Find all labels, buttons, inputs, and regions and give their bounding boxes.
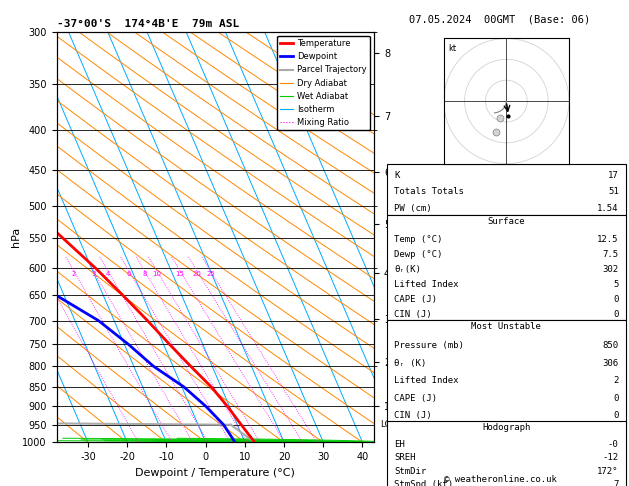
Text: EH: EH [394, 440, 404, 449]
Text: 2: 2 [72, 271, 76, 277]
Text: 25: 25 [206, 271, 214, 277]
Text: CIN (J): CIN (J) [394, 310, 431, 318]
Text: Hodograph: Hodograph [482, 423, 530, 432]
Text: 10: 10 [152, 271, 162, 277]
Text: 5: 5 [613, 280, 619, 289]
Text: 8: 8 [142, 271, 147, 277]
Text: CAPE (J): CAPE (J) [394, 394, 437, 403]
Text: 1.54: 1.54 [597, 204, 619, 213]
Y-axis label: km
ASL: km ASL [393, 228, 415, 246]
Text: 12.5: 12.5 [597, 235, 619, 244]
Text: 7.5: 7.5 [603, 250, 619, 259]
Bar [387, 164, 626, 215]
Text: 172°: 172° [597, 467, 619, 476]
Text: CIN (J): CIN (J) [394, 411, 431, 420]
Text: Pressure (mb): Pressure (mb) [394, 341, 464, 350]
Text: -12: -12 [603, 453, 619, 462]
Text: LCL: LCL [380, 420, 395, 429]
Text: StmSpd (kt): StmSpd (kt) [394, 480, 453, 486]
Text: 0: 0 [613, 411, 619, 420]
Text: -0: -0 [608, 440, 619, 449]
Text: θᵣ (K): θᵣ (K) [394, 359, 426, 368]
Text: Dewp (°C): Dewp (°C) [394, 250, 442, 259]
Text: 51: 51 [608, 188, 619, 196]
Text: Surface: Surface [487, 217, 525, 226]
Text: 0: 0 [613, 310, 619, 318]
Text: Lifted Index: Lifted Index [394, 376, 459, 385]
Bar [387, 320, 626, 423]
Text: PW (cm): PW (cm) [394, 204, 431, 213]
Text: 7: 7 [613, 480, 619, 486]
Text: θᵣ(K): θᵣ(K) [394, 265, 421, 274]
Text: 4: 4 [106, 271, 110, 277]
Text: 2: 2 [613, 376, 619, 385]
Text: SREH: SREH [394, 453, 416, 462]
Text: 3: 3 [91, 271, 96, 277]
Text: 0: 0 [613, 394, 619, 403]
Text: 17: 17 [608, 171, 619, 180]
X-axis label: Dewpoint / Temperature (°C): Dewpoint / Temperature (°C) [135, 468, 296, 478]
Y-axis label: hPa: hPa [11, 227, 21, 247]
Text: kt: kt [448, 44, 456, 53]
Text: 6: 6 [126, 271, 131, 277]
Legend: Temperature, Dewpoint, Parcel Trajectory, Dry Adiabat, Wet Adiabat, Isotherm, Mi: Temperature, Dewpoint, Parcel Trajectory… [277, 36, 370, 130]
Text: 15: 15 [175, 271, 184, 277]
Text: CAPE (J): CAPE (J) [394, 295, 437, 304]
Text: -37°00'S  174°4B'E  79m ASL: -37°00'S 174°4B'E 79m ASL [57, 19, 239, 30]
Text: 0: 0 [613, 295, 619, 304]
Text: © weatheronline.co.uk: © weatheronline.co.uk [443, 474, 557, 484]
Bar [387, 421, 626, 486]
Text: Most Unstable: Most Unstable [471, 322, 542, 331]
Text: StmDir: StmDir [394, 467, 426, 476]
Text: K: K [394, 171, 399, 180]
Text: Temp (°C): Temp (°C) [394, 235, 442, 244]
Text: 20: 20 [192, 271, 201, 277]
Text: 302: 302 [603, 265, 619, 274]
Text: 306: 306 [603, 359, 619, 368]
Text: 07.05.2024  00GMT  (Base: 06): 07.05.2024 00GMT (Base: 06) [409, 15, 591, 25]
Bar [387, 215, 626, 320]
Text: 850: 850 [603, 341, 619, 350]
Text: Lifted Index: Lifted Index [394, 280, 459, 289]
Text: Totals Totals: Totals Totals [394, 188, 464, 196]
